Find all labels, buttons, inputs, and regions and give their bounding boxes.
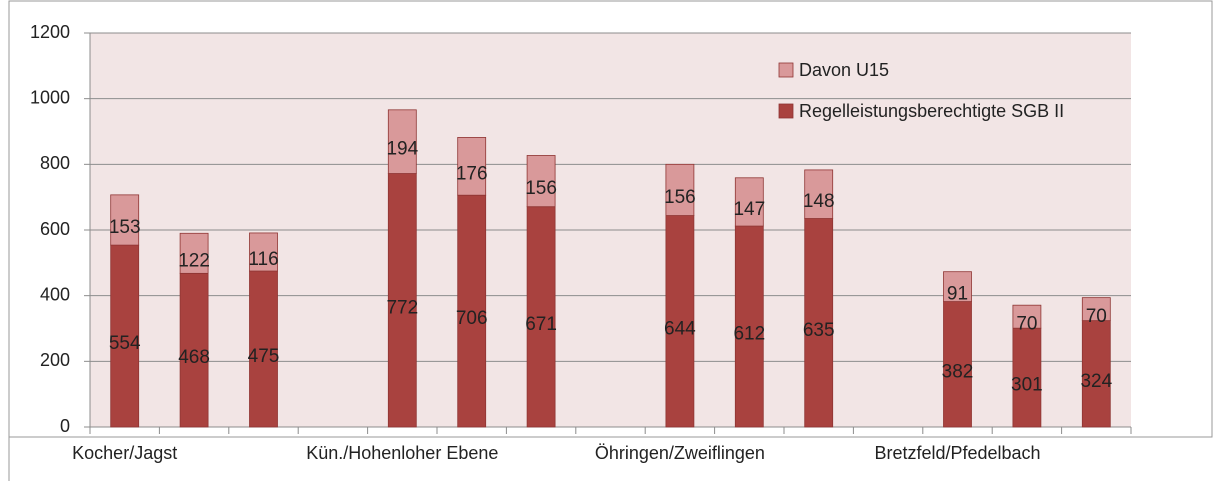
bar-segment (1012, 304, 1042, 329)
x-tick-label: Kocher/Jagst (72, 443, 177, 463)
data-label: 301 (1011, 375, 1043, 396)
bar-segment (734, 225, 764, 428)
data-label: 148 (803, 191, 835, 212)
bar-segment (943, 271, 972, 302)
legend-label: Regelleistungsberechtigte SGB II (799, 101, 1064, 121)
data-label: 382 (942, 361, 974, 382)
y-tick-label: 400 (40, 284, 70, 304)
data-label: 644 (664, 318, 696, 339)
data-label: 671 (525, 314, 557, 335)
y-tick-label: 1200 (30, 22, 70, 42)
bar-segment (804, 169, 834, 219)
data-label: 635 (803, 320, 835, 341)
data-label: 156 (664, 187, 696, 208)
bar-segment (665, 215, 695, 428)
data-label: 194 (386, 139, 418, 160)
bar-segment (179, 232, 209, 274)
bar-segment (387, 173, 417, 428)
bar-segment (249, 270, 278, 428)
bar-segment (526, 155, 556, 208)
bar-segment (734, 177, 764, 227)
x-tick-label: Kün./Hohenloher Ebene (306, 443, 498, 463)
x-tick-label: Bretzfeld/Pfedelbach (874, 443, 1040, 463)
chart-frame (8, 0, 1213, 438)
legend-label: Davon U15 (799, 60, 889, 80)
data-label: 91 (947, 284, 968, 305)
data-label: 772 (386, 297, 418, 318)
data-label: 324 (1080, 371, 1112, 392)
bar-segment (179, 272, 209, 428)
bar-segment (249, 232, 278, 272)
data-label: 176 (456, 163, 488, 184)
data-label: 706 (456, 308, 488, 329)
data-label: 122 (178, 250, 210, 271)
bar-segment (943, 301, 972, 428)
y-tick-label: 600 (40, 219, 70, 239)
bar-segment (1081, 320, 1111, 428)
bar-segment (665, 163, 695, 216)
data-label: 147 (733, 199, 765, 220)
y-tick-label: 0 (60, 416, 70, 436)
bar-segment (110, 244, 140, 428)
data-label: 70 (1016, 314, 1037, 335)
y-tick-label: 200 (40, 350, 70, 370)
y-tick-label: 800 (40, 153, 70, 173)
data-label: 70 (1086, 306, 1107, 327)
data-label: 468 (178, 347, 210, 368)
bar-segment (1012, 327, 1042, 428)
bar-segment (110, 194, 140, 246)
bar-segment (457, 194, 487, 428)
data-label: 116 (248, 249, 278, 270)
data-label: 554 (109, 333, 141, 354)
data-label: 475 (248, 346, 280, 367)
bar-segment (1081, 297, 1111, 322)
x-tick-label: Öhringen/Zweiflingen (595, 443, 765, 463)
data-label: 156 (525, 178, 557, 199)
bar-segment (457, 137, 487, 196)
bar-segment (387, 109, 417, 174)
data-label: 153 (109, 217, 141, 238)
legend-swatch (778, 103, 794, 119)
data-label: 612 (733, 324, 765, 345)
y-tick-label: 1000 (30, 87, 70, 107)
legend-swatch (778, 62, 794, 78)
